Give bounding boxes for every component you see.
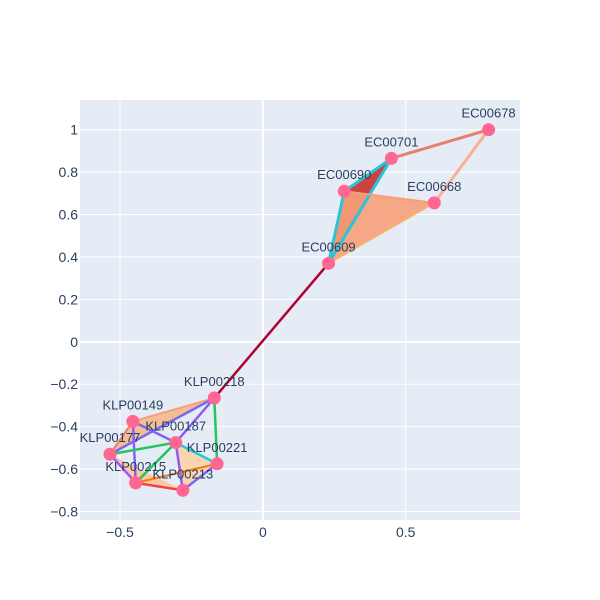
edge (134, 462, 219, 484)
node-label: KLP00149 (102, 397, 163, 412)
edge (432, 128, 491, 205)
plot-area (80, 100, 520, 520)
edge (108, 396, 216, 456)
node-marker (103, 447, 117, 461)
edge (389, 128, 491, 160)
x-axis-ticks: −0.5 0 0.5 (106, 524, 415, 540)
y-axis-ticks: −0.8 −0.6 −0.4 −0.2 0 0.2 0.4 0.6 0.8 1 (50, 122, 78, 520)
node-marker (176, 483, 190, 497)
edge (109, 420, 134, 456)
node-label: KLP00218 (184, 374, 245, 389)
node-marker (322, 256, 336, 270)
node-marker (337, 184, 351, 198)
edge (108, 441, 177, 456)
y-tick-label: −0.8 (50, 504, 78, 520)
node-marker (210, 457, 224, 471)
edge (181, 462, 219, 492)
x-tick-label: 0 (259, 524, 267, 540)
y-tick-label: 0.4 (59, 249, 79, 265)
node-label: KLP00215 (105, 459, 166, 474)
edge (327, 189, 346, 265)
y-tick-label: −0.2 (50, 376, 78, 392)
edge (131, 420, 177, 444)
node-marker (427, 196, 441, 210)
edge (343, 190, 436, 204)
y-tick-label: 1 (70, 122, 78, 138)
node-label: KLP00187 (145, 419, 206, 434)
nodes (103, 123, 496, 497)
node-marker (207, 391, 221, 405)
edge (134, 441, 177, 485)
node-marker (482, 123, 496, 137)
y-tick-label: 0 (70, 334, 78, 350)
edge (131, 420, 137, 485)
y-tick-label: 0.8 (59, 164, 79, 180)
y-tick-label: −0.6 (50, 461, 78, 477)
y-tick-label: 0.2 (59, 291, 79, 307)
node-label: EC00701 (364, 134, 418, 149)
edge (327, 201, 436, 265)
node-marker (169, 436, 183, 450)
edge (342, 156, 393, 193)
node-marker (384, 151, 398, 165)
edge (174, 396, 216, 444)
edge (327, 156, 393, 265)
grid-lines (80, 100, 520, 520)
node-labels: EC00678 EC00701 EC00690 EC00668 EC00609 KLP00… (80, 106, 516, 482)
y-tick-label: 0.6 (59, 207, 79, 223)
node-label: EC00609 (301, 239, 355, 254)
node-label: KLP00177 (80, 430, 141, 445)
triangle-face (328, 191, 435, 264)
node-label: EC00678 (461, 106, 515, 121)
edge (213, 262, 330, 400)
edge (213, 396, 219, 466)
edges (108, 128, 491, 492)
node-label: KLP00221 (187, 440, 248, 455)
node-label: EC00668 (407, 179, 461, 194)
triangle-face (175, 442, 218, 491)
node-marker (126, 414, 140, 428)
edge (174, 441, 185, 492)
x-tick-label: −0.5 (106, 524, 134, 540)
edge (134, 481, 185, 492)
edge (174, 441, 219, 466)
node-label: EC00690 (317, 167, 371, 182)
node-marker (129, 476, 143, 490)
node-label: KLP00213 (152, 466, 213, 481)
x-tick-label: 0.5 (396, 524, 416, 540)
y-tick-label: −0.4 (50, 419, 78, 435)
edge (131, 397, 216, 423)
